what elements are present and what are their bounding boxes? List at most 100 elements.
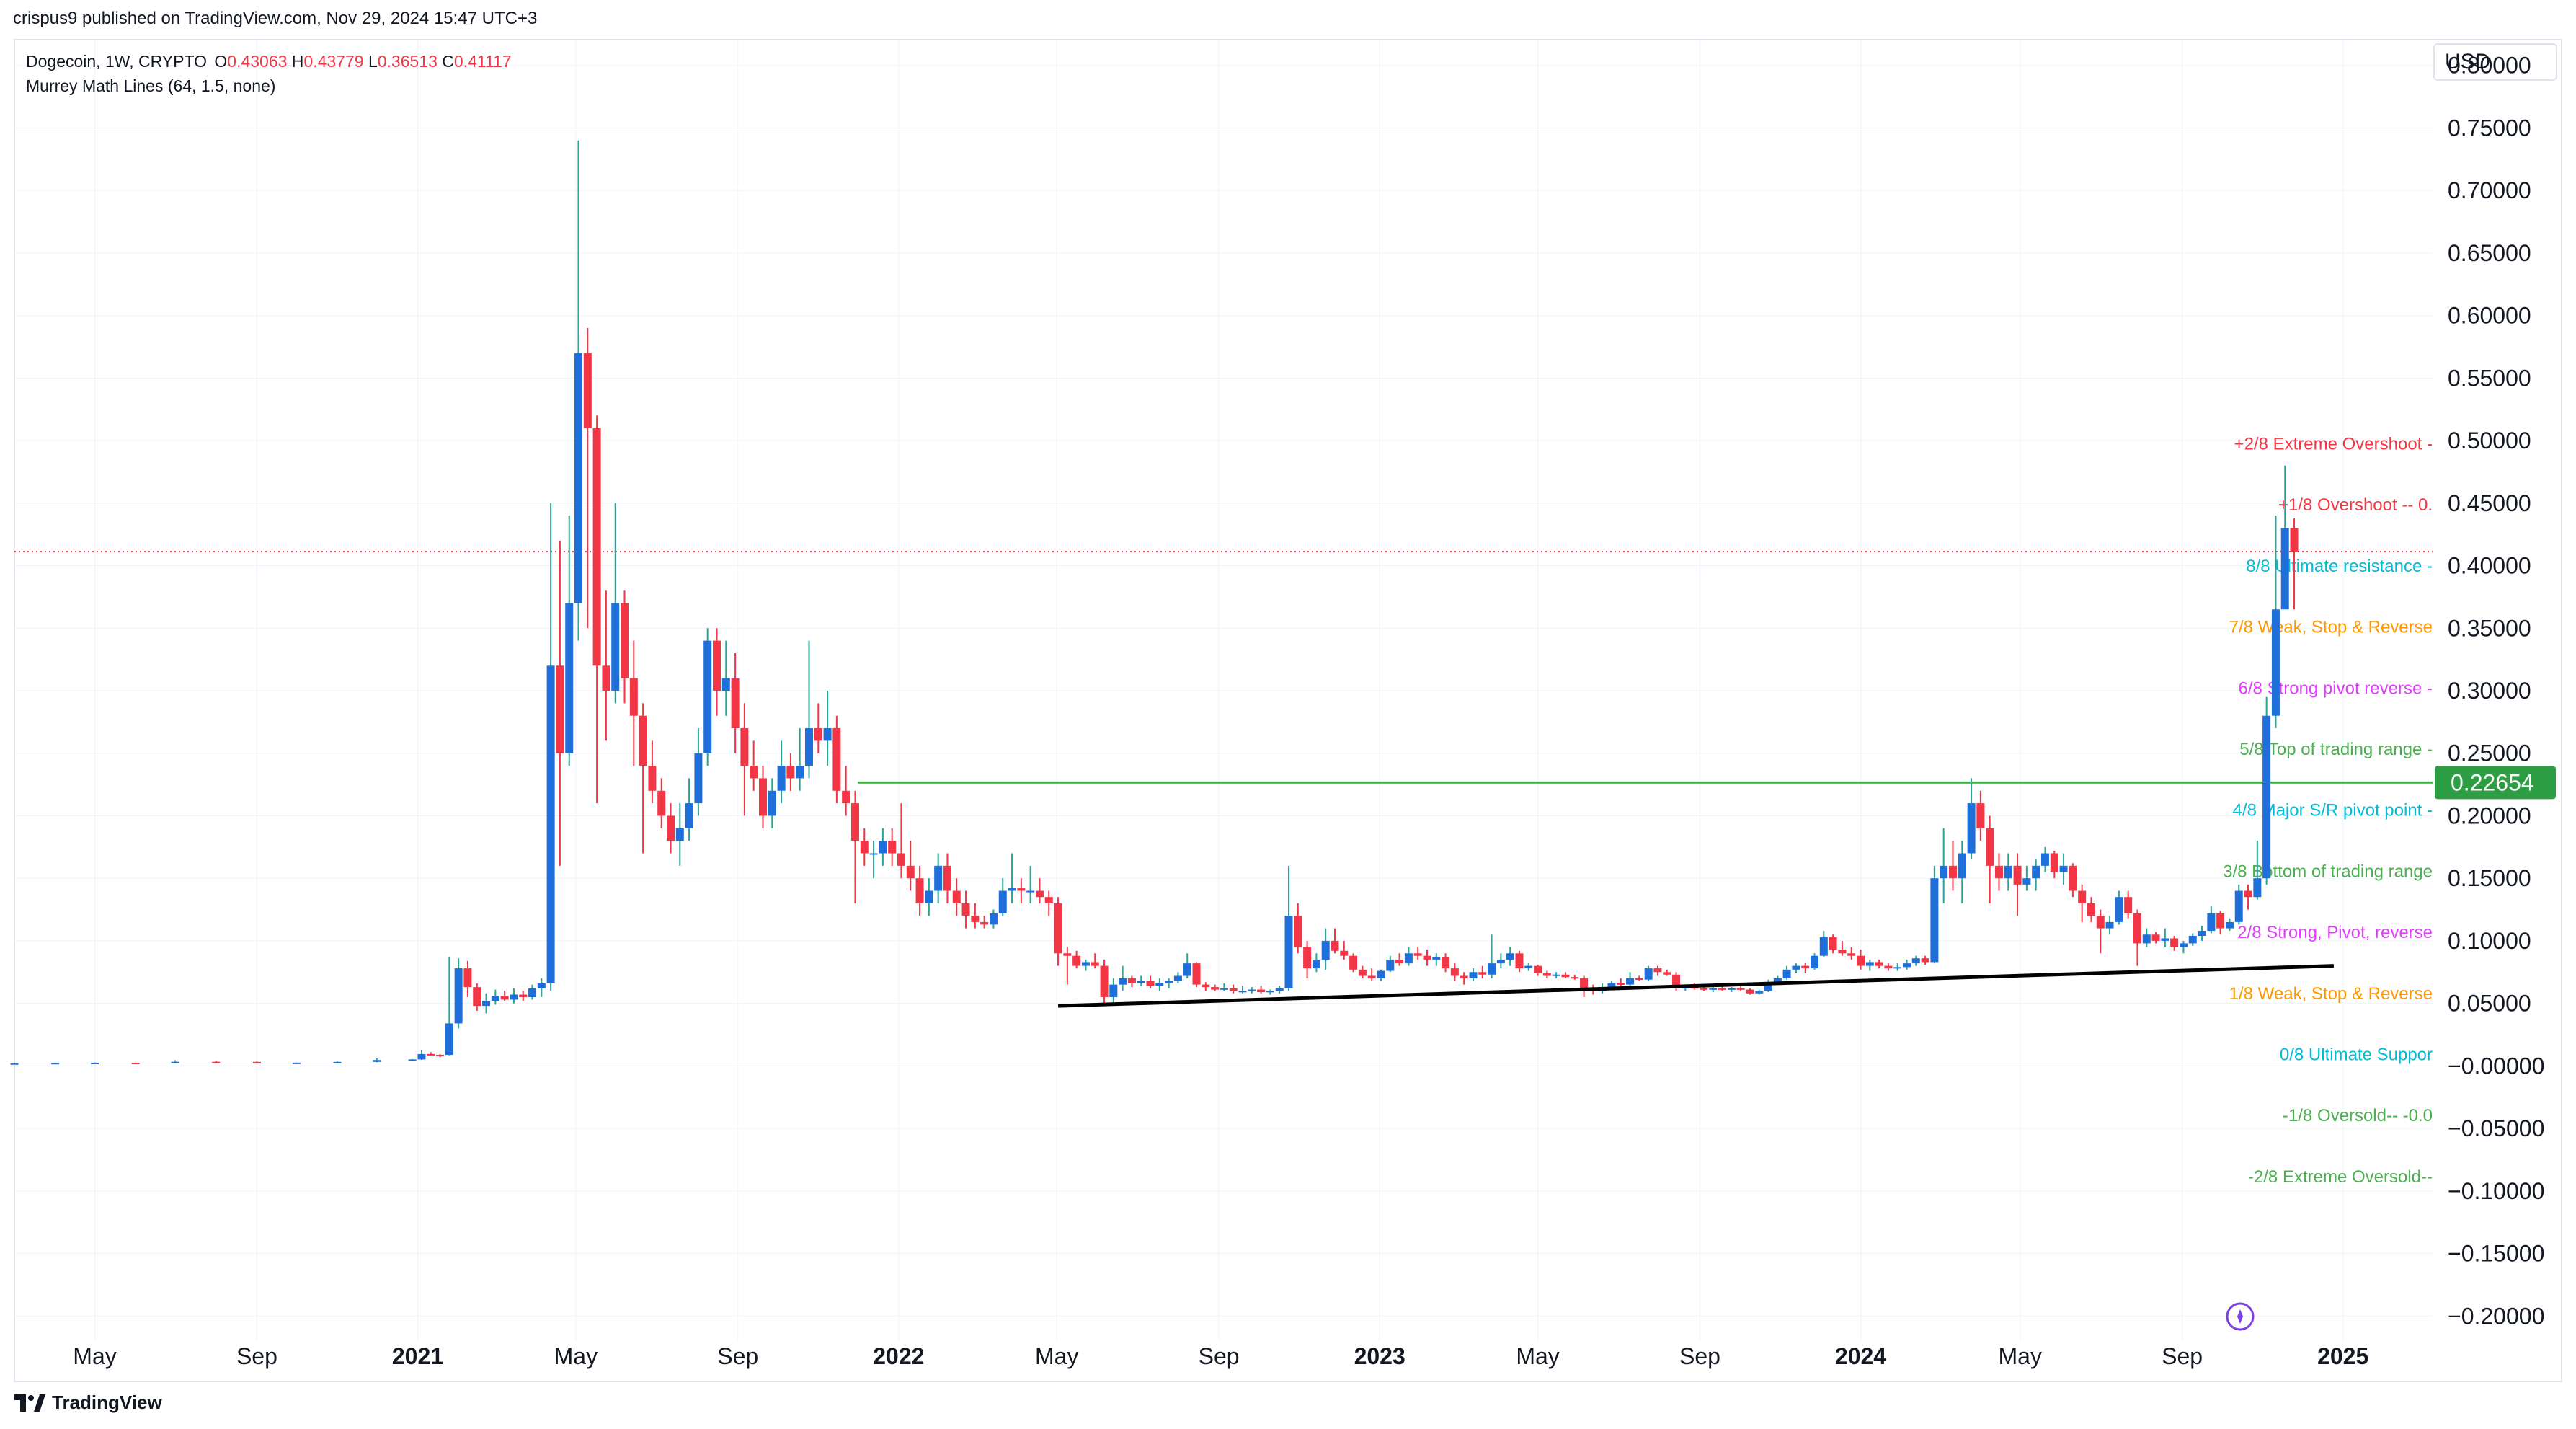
candle-body bbox=[2216, 913, 2225, 929]
candle-body bbox=[998, 890, 1007, 913]
y-tick-label: 0.55000 bbox=[2448, 365, 2531, 391]
candle-body bbox=[510, 994, 518, 1000]
candle-body bbox=[777, 766, 786, 791]
candle-body bbox=[2133, 913, 2141, 944]
candle-body bbox=[1976, 803, 1985, 828]
murrey-level-label: 8/8 Ultimate resistance - bbox=[2246, 557, 2433, 576]
candle-body bbox=[2059, 865, 2068, 872]
candle-body bbox=[2004, 865, 2012, 879]
candle-body bbox=[1857, 955, 1865, 966]
candle-body bbox=[546, 665, 555, 983]
candle-body bbox=[1838, 950, 1847, 954]
candle-body bbox=[1386, 959, 1395, 971]
candle-body bbox=[1653, 968, 1662, 973]
chart-legend: Dogecoin, 1W, CRYPTO O0.43063 H0.43779 L… bbox=[26, 49, 512, 98]
candle-body bbox=[1561, 974, 1570, 978]
candle-body bbox=[2096, 916, 2105, 929]
y-tick-label: 0.75000 bbox=[2448, 115, 2531, 141]
candle-body bbox=[2262, 715, 2271, 879]
candle-body bbox=[51, 1063, 60, 1065]
x-tick-label: Sep bbox=[1679, 1343, 1720, 1369]
indicator-label: Murrey Math Lines (64, 1.5, none) bbox=[26, 76, 276, 95]
candle-body bbox=[1911, 958, 1920, 964]
candle-body bbox=[463, 968, 472, 988]
footer-brand-label: TradingView bbox=[52, 1392, 162, 1413]
candle-body bbox=[1035, 890, 1044, 898]
y-tick-label: 0.10000 bbox=[2448, 928, 2531, 954]
candle-body bbox=[1044, 897, 1053, 903]
murrey-level-label: 0/8 Ultimate Suppor bbox=[2280, 1045, 2433, 1064]
candle-body bbox=[611, 603, 620, 691]
tradingview-logo-icon bbox=[14, 1394, 45, 1412]
footer-brand[interactable]: TradingView bbox=[14, 1392, 162, 1414]
candle-body bbox=[1506, 953, 1514, 960]
candle-body bbox=[1450, 968, 1459, 976]
candle-body bbox=[1700, 988, 1708, 990]
candle-body bbox=[2253, 878, 2262, 898]
candle-body bbox=[1940, 865, 1948, 879]
candle-body bbox=[1875, 962, 1883, 966]
candle-body bbox=[91, 1063, 99, 1065]
candle-body bbox=[528, 988, 537, 997]
chart-frame bbox=[14, 39, 2562, 1382]
candle-body bbox=[1331, 940, 1339, 951]
low-value: 0.36513 bbox=[377, 52, 438, 71]
candle-body bbox=[1469, 972, 1478, 978]
price-label: 0.22654 bbox=[2451, 769, 2534, 795]
candle-body bbox=[703, 640, 712, 753]
candle-body bbox=[860, 841, 869, 854]
open-value: 0.43063 bbox=[227, 52, 288, 71]
candle-body bbox=[1515, 953, 1524, 969]
candle-body bbox=[1736, 988, 1745, 990]
candle-body bbox=[731, 678, 740, 729]
candle-body bbox=[574, 353, 583, 603]
candle-body bbox=[1119, 978, 1127, 985]
candle-body bbox=[1155, 983, 1164, 986]
candle-body bbox=[1672, 974, 1681, 988]
candle-body bbox=[1284, 916, 1293, 988]
candle-body bbox=[1091, 962, 1099, 966]
x-tick-label: May bbox=[1035, 1343, 1078, 1369]
candle-body bbox=[1257, 989, 1266, 993]
candle-body bbox=[2234, 890, 2243, 922]
candle-body bbox=[408, 1059, 417, 1061]
candle-body bbox=[906, 865, 915, 879]
candle-body bbox=[436, 1054, 445, 1056]
candle-body bbox=[943, 865, 951, 891]
candle-body bbox=[1211, 987, 1220, 990]
symbol-label: Dogecoin, 1W, CRYPTO bbox=[26, 52, 207, 71]
candle-body bbox=[1607, 983, 1616, 988]
ohlc-values: O0.43063 H0.43779 L0.36513 C0.41117 bbox=[214, 52, 511, 71]
x-tick-label: 2021 bbox=[392, 1343, 443, 1369]
candle-body bbox=[1580, 978, 1589, 988]
y-tick-label: 0.80000 bbox=[2448, 53, 2531, 79]
candle-body bbox=[1617, 983, 1625, 985]
candle-body bbox=[2207, 913, 2216, 932]
candle-body bbox=[980, 921, 989, 925]
candle-body bbox=[2032, 865, 2040, 879]
candle-body bbox=[2271, 609, 2280, 716]
high-value: 0.43779 bbox=[303, 52, 364, 71]
currency-selector[interactable]: USD bbox=[2433, 43, 2557, 81]
candle-body bbox=[1571, 977, 1579, 979]
x-tick-label: 2024 bbox=[1835, 1343, 1886, 1369]
candle-body bbox=[2179, 943, 2188, 947]
open-label: O bbox=[214, 52, 228, 71]
x-tick-label: Sep bbox=[2162, 1343, 2203, 1369]
y-tick-label: 0.25000 bbox=[2448, 740, 2531, 766]
candle-body bbox=[639, 715, 647, 766]
candle-body bbox=[694, 753, 703, 804]
candle-body bbox=[333, 1061, 342, 1063]
candle-body bbox=[1008, 888, 1016, 891]
candle-body bbox=[1930, 878, 1939, 963]
target-icon[interactable] bbox=[2226, 1302, 2255, 1331]
high-label: H bbox=[291, 52, 304, 71]
candle-body bbox=[1460, 975, 1468, 978]
candle-body bbox=[1902, 963, 1911, 968]
candle-body bbox=[1755, 991, 1764, 994]
candle-body bbox=[1542, 973, 1551, 976]
y-tick-label: 0.40000 bbox=[2448, 553, 2531, 579]
candle-body bbox=[1792, 965, 1800, 970]
candle-body bbox=[1367, 975, 1376, 978]
